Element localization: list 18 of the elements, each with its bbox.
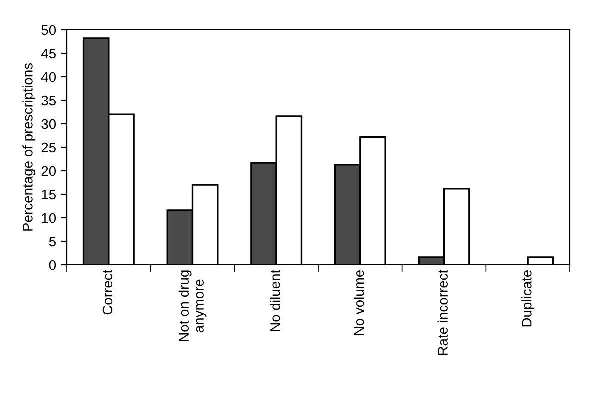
x-tick-label: Duplicate <box>522 270 535 327</box>
x-tick-label: Rate incorrect <box>438 270 448 356</box>
x-tick-label: Correct <box>102 270 113 315</box>
y-tick-label: 50 <box>42 25 56 36</box>
y-tick-label: 30 <box>42 119 56 130</box>
y-axis-title: Percentage of prescriptions <box>22 63 36 231</box>
x-tick-label: No diluent <box>270 270 280 332</box>
x-tick-label: Not on drug anymore <box>178 270 207 342</box>
y-tick-label: 25 <box>42 142 56 153</box>
y-tick-label: 0 <box>49 260 56 270</box>
y-tick-label: 10 <box>42 213 56 224</box>
x-tick-label: No volume <box>354 270 364 336</box>
y-tick-label: 15 <box>42 190 56 200</box>
y-tick-label: 35 <box>42 96 56 106</box>
y-tick-label: 45 <box>41 48 56 59</box>
y-tick-label: 20 <box>42 166 56 176</box>
y-tick-label: 40 <box>41 72 56 82</box>
y-tick-label: 5 <box>49 236 56 247</box>
